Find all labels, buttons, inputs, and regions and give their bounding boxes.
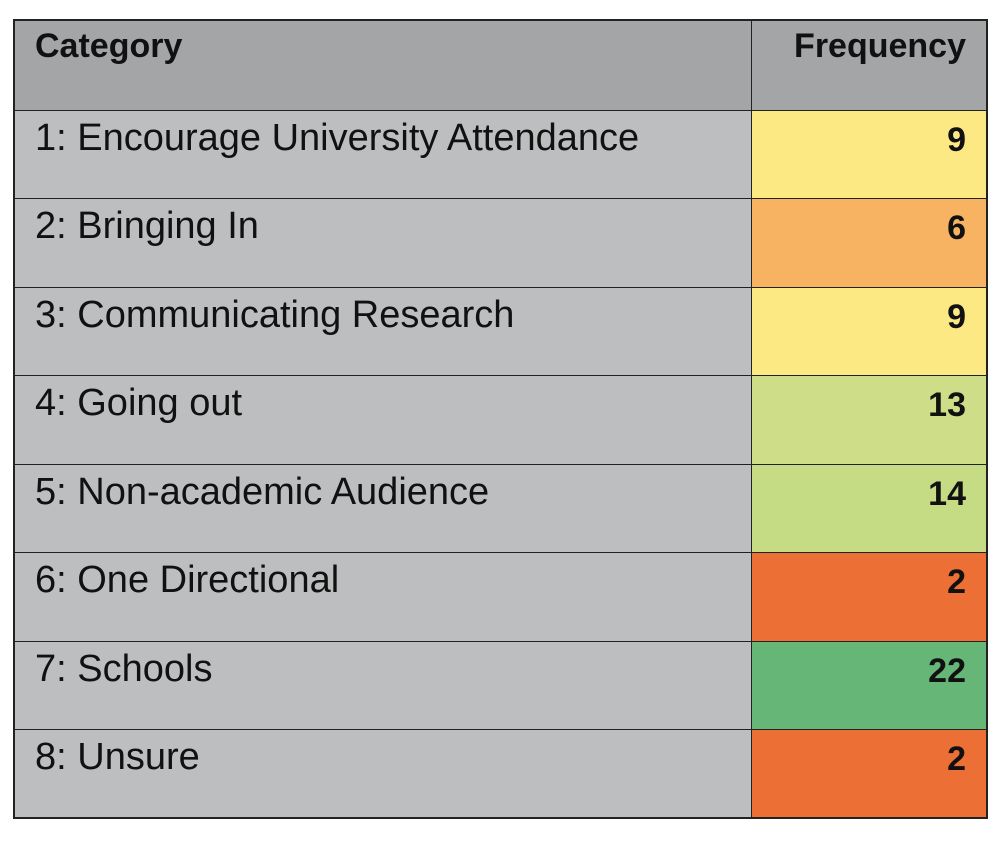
- table-row: 4: Going out 13: [13, 375, 988, 465]
- table-row: 6: One Directional 2: [13, 552, 988, 642]
- frequency-cell: 9: [750, 286, 988, 376]
- frequency-table: Category Frequency 1: Encourage Universi…: [13, 19, 988, 819]
- frequency-cell: 2: [750, 729, 988, 819]
- table-row: 5: Non-academic Audience 14: [13, 463, 988, 553]
- category-cell: 8: Unsure: [13, 729, 752, 819]
- header-row: Category Frequency: [13, 19, 988, 111]
- table-row: 1: Encourage University Attendance 9: [13, 109, 988, 199]
- frequency-cell: 13: [750, 375, 988, 465]
- category-cell: 5: Non-academic Audience: [13, 463, 752, 553]
- frequency-cell: 14: [750, 463, 988, 553]
- category-cell: 7: Schools: [13, 640, 752, 730]
- table-row: 7: Schools 22: [13, 640, 988, 730]
- column-header-frequency: Frequency: [750, 19, 988, 111]
- category-cell: 1: Encourage University Attendance: [13, 109, 752, 199]
- column-header-category: Category: [13, 19, 752, 111]
- category-cell: 3: Communicating Research: [13, 286, 752, 376]
- frequency-cell: 6: [750, 198, 988, 288]
- table-header: Category Frequency: [13, 19, 988, 111]
- frequency-table-container: Category Frequency 1: Encourage Universi…: [13, 19, 988, 819]
- frequency-cell: 9: [750, 109, 988, 199]
- frequency-cell: 22: [750, 640, 988, 730]
- category-cell: 4: Going out: [13, 375, 752, 465]
- table-row: 2: Bringing In 6: [13, 198, 988, 288]
- category-cell: 6: One Directional: [13, 552, 752, 642]
- table-row: 8: Unsure 2: [13, 729, 988, 819]
- category-cell: 2: Bringing In: [13, 198, 752, 288]
- table-body: 1: Encourage University Attendance 9 2: Br…: [13, 109, 988, 819]
- frequency-cell: 2: [750, 552, 988, 642]
- table-row: 3: Communicating Research 9: [13, 286, 988, 376]
